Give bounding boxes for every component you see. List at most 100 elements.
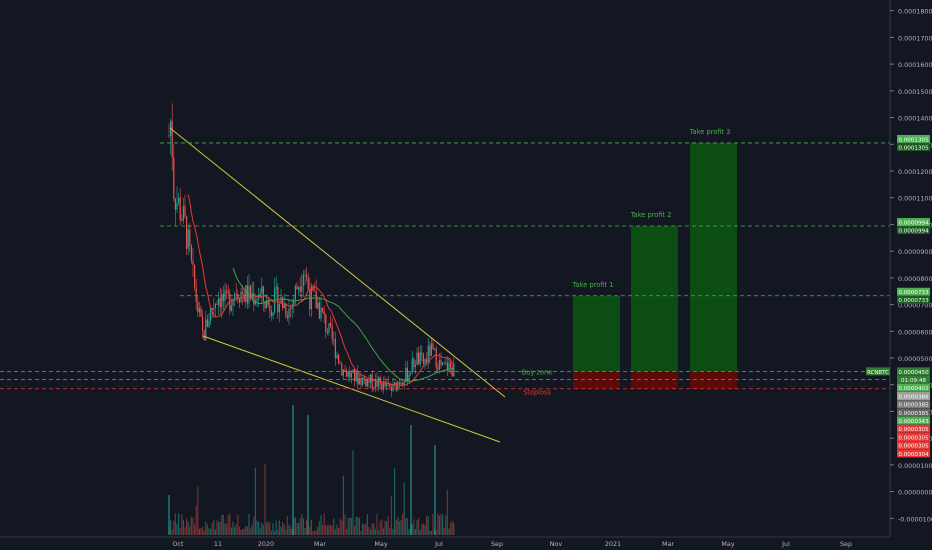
volume-bar [266, 522, 268, 535]
price-label-bg-16 [897, 449, 930, 458]
candle-body [394, 382, 396, 384]
volume-spike [292, 405, 294, 535]
candle-body [445, 362, 447, 364]
candle-body [187, 229, 189, 249]
candle-body [189, 229, 191, 246]
volume-bar [435, 530, 437, 535]
volume-bar [306, 519, 308, 535]
volume-bar [226, 523, 228, 535]
candle-body [174, 198, 176, 210]
volume-bar [206, 524, 208, 535]
candle-body [366, 379, 368, 387]
candle-body [186, 216, 188, 249]
candle-body [349, 371, 351, 378]
volume-bar [210, 529, 212, 535]
volume-bar [291, 529, 293, 535]
volume-bar [203, 530, 205, 535]
volume-bar [285, 528, 287, 535]
volume-bar [282, 522, 284, 535]
volume-bar [192, 517, 194, 535]
volume-bar [390, 496, 392, 535]
take-profit-zone-3 [690, 142, 737, 372]
volume-bar [326, 525, 328, 535]
volume-bar [421, 524, 423, 535]
volume-bar [366, 513, 368, 535]
volume-bar [301, 514, 303, 535]
candle-body [389, 383, 391, 388]
candle-body [269, 304, 271, 312]
stoploss-zone-2 [631, 371, 678, 389]
candle-body [395, 382, 397, 391]
volume-bar [272, 523, 274, 535]
volume-bar [294, 517, 296, 535]
candle-body [400, 382, 402, 385]
volume-bar [397, 517, 399, 535]
candle-body [408, 374, 410, 382]
volume-bar [304, 527, 306, 535]
volume-bar [387, 516, 389, 535]
candle-body [374, 378, 376, 388]
candle-body [338, 354, 340, 364]
candle-body [234, 293, 236, 299]
candle-body [443, 362, 445, 364]
candle-body [243, 294, 245, 302]
candle-body [198, 308, 200, 313]
volume-bar [358, 517, 360, 535]
volume-bar [234, 526, 236, 535]
price-label-2: 0.0000994 [898, 220, 929, 226]
volume-bar [371, 523, 373, 535]
volume-bar [318, 520, 320, 535]
volume-bar [392, 528, 394, 535]
volume-bar [384, 520, 386, 535]
volume-bar [350, 517, 352, 535]
x-tick-label-9: Mar [662, 540, 674, 548]
candle-body [194, 264, 196, 288]
price-label-bg-14 [897, 432, 930, 441]
volume-bar [339, 518, 341, 535]
price-label-3: 0.0000994 [898, 228, 929, 234]
candle-body [442, 362, 444, 366]
volume-bar [336, 524, 338, 535]
candle-body [403, 381, 405, 386]
candle-body [173, 157, 175, 199]
candle-body [304, 274, 306, 276]
volume-bar [238, 526, 240, 535]
volume-bar [274, 530, 276, 535]
volume-bar [211, 522, 213, 535]
candle-body [429, 345, 431, 356]
candle-body [219, 298, 221, 308]
time-axis[interactable]: Oct 11 2020 Mar May Jul Sep Nov 2021 Mar May Jul Sep [172, 540, 852, 548]
candle-body [392, 383, 394, 392]
candle-body [253, 293, 255, 305]
volume-bar [248, 513, 250, 535]
candle-body [211, 308, 213, 310]
candle-body [322, 307, 324, 312]
volume-bar [379, 520, 381, 535]
candle-body [419, 352, 421, 365]
volume-spike [168, 495, 170, 535]
candle-body [317, 302, 319, 309]
volume-bar [376, 513, 378, 535]
x-tick-label-11: Jul [781, 540, 790, 548]
volume-bar [189, 526, 191, 535]
candle-body [371, 374, 373, 389]
candle-body [288, 308, 290, 318]
candle-body [398, 382, 400, 385]
price-label-bg-2 [897, 218, 930, 227]
candle-body [190, 245, 192, 261]
volume-bar [261, 522, 263, 535]
price-label-bg-9 [897, 391, 930, 400]
volume-bar [184, 526, 186, 535]
volume-bar [406, 517, 408, 535]
candle-body [453, 363, 455, 377]
volume-bar [338, 527, 340, 535]
candle-body [299, 286, 301, 292]
volume-spike [434, 445, 436, 535]
candle-body [205, 319, 207, 340]
volume-bar [325, 525, 327, 535]
volume-bar [437, 513, 439, 535]
candle-body [213, 307, 215, 310]
y-tick-label-12: 0.0000600 [898, 328, 932, 336]
candle-body [448, 362, 450, 371]
